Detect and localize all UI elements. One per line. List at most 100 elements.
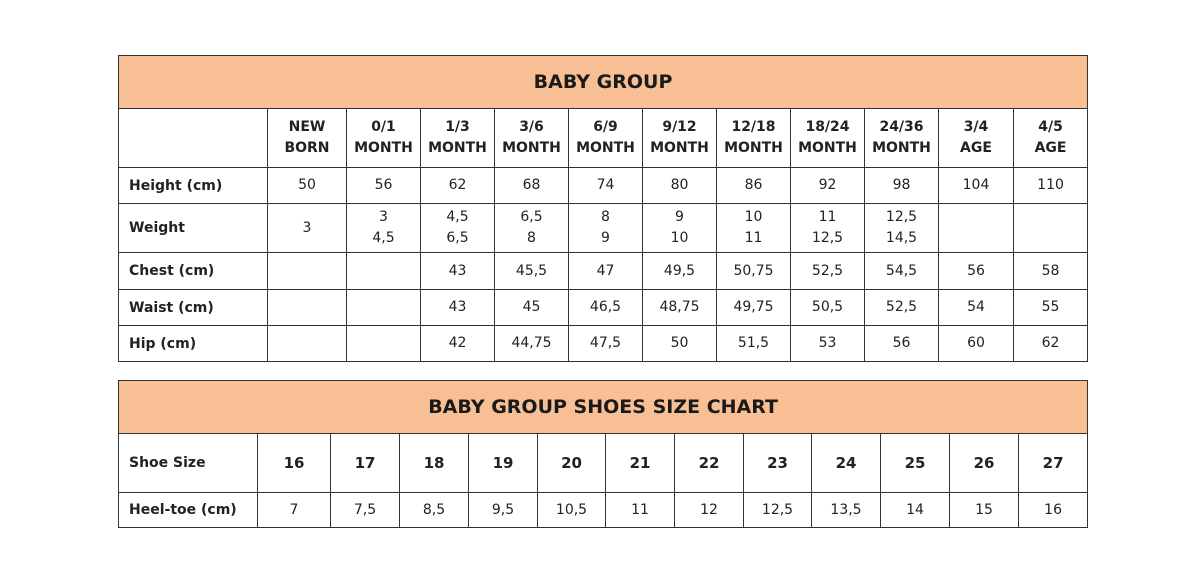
cell-value: 68 [522, 177, 541, 193]
column-header: 12/18 MONTH [716, 108, 791, 168]
cell-value: 6,5 [520, 209, 543, 225]
table-row: Chest (cm) 43 45,5 47 49,5 50,75 52,5 54,5 56 58 [118, 252, 1089, 290]
cell-value: 56 [967, 262, 985, 279]
column-header-line: MONTH [724, 140, 783, 156]
cell-value: 48,75 [659, 299, 700, 315]
cell-value: 54 [967, 299, 985, 315]
table-cell: 44,75 [494, 325, 569, 362]
cell-value: 11 [818, 209, 837, 225]
cell-value: 50,75 [733, 262, 774, 279]
table-cell: 80 [642, 167, 717, 204]
table-cell: 86 [716, 167, 791, 204]
cell-value: 50 [298, 177, 316, 193]
shoes-size-table: BABY GROUP SHOES SIZE CHART Shoe Size 16 1… [117, 380, 1089, 528]
heel-toe-cell: 11 [605, 492, 675, 528]
cell-value: 12,5 [811, 230, 844, 246]
cell-value: 62 [1041, 335, 1060, 351]
column-header-line: MONTH [650, 140, 709, 156]
heel-toe-cell: 12 [674, 492, 744, 528]
table-cell: 56 [938, 252, 1014, 290]
cell-value: 43 [448, 262, 467, 279]
shoe-size-cell: 16 [257, 433, 331, 493]
heel-toe-cell: 13,5 [811, 492, 881, 528]
table-cell: 52,5 [864, 289, 939, 326]
cell-value: 56 [892, 335, 911, 351]
column-header: 3/4 AGE [938, 108, 1014, 168]
table-cell: 55 [1012, 289, 1089, 326]
cell-value: 52,5 [811, 262, 844, 279]
cell-value: 8 [527, 230, 536, 246]
column-header-line: 0/1 [371, 119, 396, 135]
table-cell: 56 [864, 325, 939, 362]
table-cell: 54 [938, 289, 1014, 326]
table-cell: 9 10 [642, 203, 717, 253]
table-cell: 4,5 6,5 [420, 203, 495, 253]
heel-toe-cell: 7 [257, 492, 331, 528]
heel-toe-cell: 10,5 [537, 492, 606, 528]
column-header-line: 6/9 [593, 119, 618, 135]
shoe-size-cell: 24 [811, 433, 881, 493]
heel-toe-cell: 15 [949, 492, 1019, 528]
cell-value: 14,5 [885, 230, 918, 246]
cell-value: 6,5 [446, 230, 469, 246]
table-row: Waist (cm) 43 45 46,5 48,75 49,75 50,5 52,5 54 55 [118, 289, 1089, 326]
row-label: Waist (cm) [118, 289, 268, 326]
cell-value: 3 [302, 219, 312, 236]
table-cell: 92 [790, 167, 865, 204]
heel-toe-cell: 14 [880, 492, 950, 528]
table-cell: 47,5 [568, 325, 643, 362]
table-cell: 43 [420, 289, 495, 326]
cell-value: 110 [1037, 177, 1064, 193]
cell-value: 4,5 [372, 230, 395, 246]
row-label: Weight [118, 203, 268, 253]
cell-value: 98 [892, 177, 911, 193]
column-header: 1/3 MONTH [420, 108, 495, 168]
table-cell: 74 [568, 167, 643, 204]
table-cell: 42 [420, 325, 495, 362]
column-header-line: MONTH [428, 140, 487, 156]
column-header: NEW BORN [267, 108, 347, 168]
table-cell: 110 [1012, 167, 1089, 204]
cell-value: 10 [670, 230, 689, 246]
cell-value: 86 [744, 177, 763, 193]
baby-size-table: BABY GROUP NEW BORN 0/1 MONTH 1/3 MONTH 3/6 MON… [117, 55, 1089, 362]
shoe-size-cell: 26 [949, 433, 1019, 493]
table-cell: 58 [1012, 252, 1089, 290]
table-cell [346, 325, 421, 362]
size-header-row: NEW BORN 0/1 MONTH 1/3 MONTH 3/6 MONTH 6/9 MONTH 9… [118, 108, 1089, 168]
shoe-size-row: Shoe Size 16 17 18 19 20 21 22 23 24 25 26 27 [118, 433, 1089, 493]
column-header-line: AGE [960, 140, 992, 156]
column-header: 6/9 MONTH [568, 108, 643, 168]
table-cell [267, 325, 347, 362]
cell-value: 74 [596, 177, 615, 193]
table-row: Weight 3 3 4,5 4,5 6,5 6,5 8 8 9 9 10 10 11 11 12,5 12,5… [118, 203, 1089, 253]
table-cell [938, 203, 1014, 253]
table-cell: 6,5 8 [494, 203, 569, 253]
table-cell: 54,5 [864, 252, 939, 290]
shoe-size-cell: 23 [743, 433, 812, 493]
cell-value: 9 [601, 230, 610, 246]
cell-value: 104 [962, 177, 990, 193]
table-cell [1012, 203, 1089, 253]
cell-value: 51,5 [737, 335, 770, 351]
heel-toe-cell: 9,5 [468, 492, 538, 528]
cell-value: 42 [448, 335, 467, 351]
table-cell [346, 252, 421, 290]
cell-value: 46,5 [589, 299, 622, 315]
column-header: 18/24 MONTH [790, 108, 865, 168]
cell-value: 49,75 [733, 299, 774, 315]
cell-value: 12,5 [885, 209, 918, 225]
column-header-line: NEW [288, 119, 326, 135]
cell-value: 58 [1041, 262, 1060, 279]
cell-value: 45 [522, 299, 541, 315]
column-header-line: MONTH [502, 140, 561, 156]
cell-value: 54,5 [885, 262, 918, 279]
column-header-line: MONTH [872, 140, 931, 156]
cell-value: 56 [374, 177, 393, 193]
table-cell: 3 [267, 203, 347, 253]
row-label: Heel-toe (cm) [118, 492, 258, 528]
table-cell: 49,5 [642, 252, 717, 290]
column-header: 24/36 MONTH [864, 108, 939, 168]
heel-toe-cell: 8,5 [399, 492, 469, 528]
